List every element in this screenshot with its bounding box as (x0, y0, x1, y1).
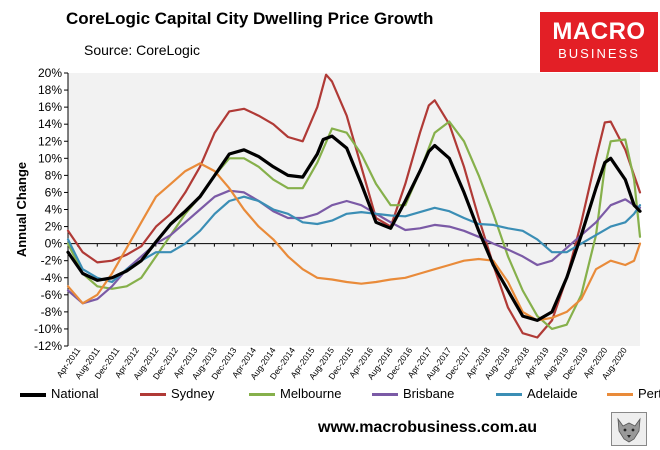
y-tick-label: -8% (41, 305, 63, 319)
macrobusiness-logo: MACRO BUSINESS (540, 12, 658, 72)
series-line-adelaide (66, 195, 642, 284)
series-line-brisbane (66, 189, 642, 305)
y-tick-label: 6% (45, 185, 63, 199)
legend-item-sydney: Sydney (140, 386, 214, 402)
legend-label: Melbourne (280, 386, 342, 401)
y-tick-label: 0% (45, 237, 63, 251)
y-tick-label: -12% (34, 339, 62, 353)
legend-label: National (51, 386, 99, 401)
chart-title: CoreLogic Capital City Dwelling Price Gr… (66, 9, 434, 28)
y-tick-label: 2% (45, 220, 63, 234)
y-tick-label: -2% (41, 254, 63, 268)
legend-item-brisbane: Brisbane (372, 386, 454, 402)
legend-swatch (140, 393, 166, 397)
legend-swatch (20, 392, 46, 397)
y-tick-label: 4% (45, 203, 63, 217)
y-tick-label: 14% (38, 117, 62, 131)
legend-label: Sydney (171, 386, 215, 401)
legend-swatch (249, 393, 275, 397)
legend-label: Perth (638, 386, 660, 401)
legend-item-melbourne: Melbourne (249, 386, 341, 402)
legend-swatch (496, 393, 522, 397)
chart-source: Source: CoreLogic (84, 42, 200, 58)
y-tick-label: 8% (45, 168, 63, 182)
y-tick-label: 16% (38, 100, 62, 114)
line-chart: -12% -10% -8% -6% -4% -2% 0% 2% 4% 6% 8% 10% 12% 14% 1… (14, 66, 642, 381)
legend-label: Brisbane (403, 386, 455, 401)
y-tick-label: -6% (41, 288, 63, 302)
series-line-melbourne (66, 120, 642, 330)
y-tick-label: 18% (38, 83, 62, 97)
chart-legend: National Sydney Melbourne Brisbane Adelaide P… (20, 386, 660, 402)
legend-item-perth: Perth (607, 386, 660, 402)
legend-swatch (372, 393, 398, 397)
y-tick-label: -4% (41, 271, 63, 285)
logo-line-1: MACRO (552, 18, 646, 45)
legend-item-adelaide: Adelaide (496, 386, 578, 402)
legend-label: Adelaide (527, 386, 578, 401)
series-line-perth (66, 162, 642, 322)
wolf-emblem-icon (611, 412, 647, 446)
plot-area (68, 73, 640, 346)
y-tick-label: 10% (38, 151, 62, 165)
y-tick-label: 20% (38, 66, 62, 80)
website-url: www.macrobusiness.com.au (318, 419, 538, 436)
logo-line-2: BUSINESS (558, 46, 640, 61)
y-tick-label: 12% (38, 134, 62, 148)
legend-swatch (607, 393, 633, 397)
series-line-national (66, 134, 642, 322)
legend-item-national: National (20, 386, 99, 402)
y-tick-label: -10% (34, 322, 62, 336)
y-axis-title: Annual Change (14, 162, 29, 257)
